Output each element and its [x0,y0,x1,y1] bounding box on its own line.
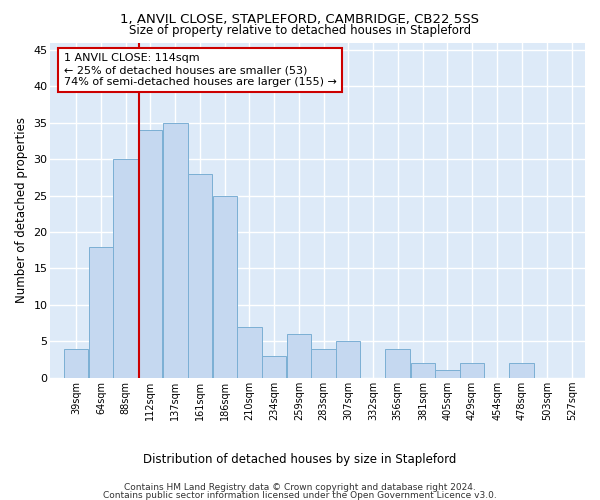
Bar [509,363,534,378]
Bar [311,348,336,378]
Bar [237,326,262,378]
Bar [435,370,460,378]
Bar [336,342,360,378]
Bar [163,122,188,378]
Bar [213,196,237,378]
Text: Size of property relative to detached houses in Stapleford: Size of property relative to detached ho… [129,24,471,37]
Text: 1, ANVIL CLOSE, STAPLEFORD, CAMBRIDGE, CB22 5SS: 1, ANVIL CLOSE, STAPLEFORD, CAMBRIDGE, C… [121,12,479,26]
Text: Distribution of detached houses by size in Stapleford: Distribution of detached houses by size … [143,454,457,466]
Text: Contains public sector information licensed under the Open Government Licence v3: Contains public sector information licen… [103,490,497,500]
Bar [460,363,484,378]
Bar [113,159,138,378]
Bar [411,363,435,378]
Bar [262,356,286,378]
Bar [64,348,88,378]
Bar [188,174,212,378]
Text: Contains HM Land Registry data © Crown copyright and database right 2024.: Contains HM Land Registry data © Crown c… [124,483,476,492]
Bar [138,130,162,378]
Text: 1 ANVIL CLOSE: 114sqm
← 25% of detached houses are smaller (53)
74% of semi-deta: 1 ANVIL CLOSE: 114sqm ← 25% of detached … [64,54,337,86]
Bar [385,348,410,378]
Bar [89,246,113,378]
Bar [287,334,311,378]
Y-axis label: Number of detached properties: Number of detached properties [15,117,28,303]
